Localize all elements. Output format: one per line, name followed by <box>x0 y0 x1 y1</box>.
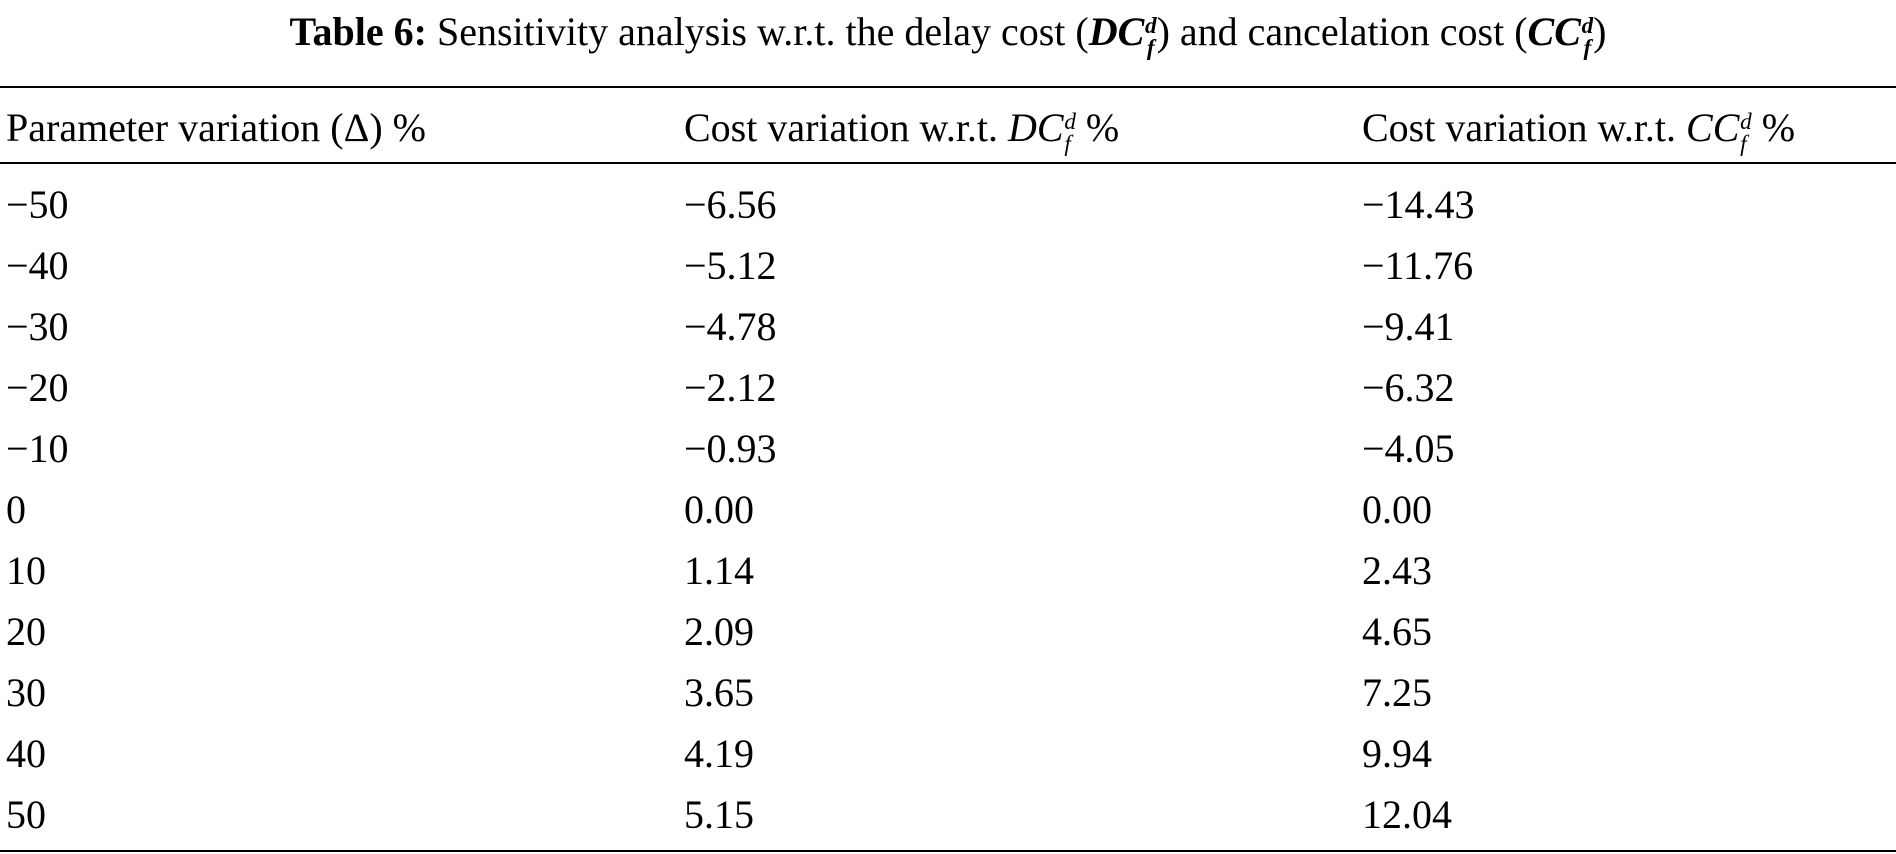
header-cost-variation-cc: Cost variation w.r.t. CC d f % <box>1362 105 1796 157</box>
cell-cost-variation-cc: 12.04 <box>1362 792 1452 837</box>
table-header-row: Parameter variation (Δ) % Cost variation… <box>0 98 1896 158</box>
cell-cost-variation-dc: 4.19 <box>684 731 754 776</box>
cell-cost-variation-cc: 4.65 <box>1362 609 1432 654</box>
table-row: 20 2.09 4.65 <box>0 601 1896 662</box>
cell-cost-variation-dc: −6.56 <box>684 182 777 227</box>
cell-cost-variation-cc: −14.43 <box>1362 182 1475 227</box>
top-rule <box>0 86 1896 88</box>
cell-parameter-variation: 40 <box>6 731 46 776</box>
cell-cost-variation-dc: 5.15 <box>684 792 754 837</box>
cell-cost-variation-dc: −0.93 <box>684 426 777 471</box>
cell-cost-variation-cc: 2.43 <box>1362 548 1432 593</box>
cell-cost-variation-cc: −11.76 <box>1362 243 1474 288</box>
cell-parameter-variation: 10 <box>6 548 46 593</box>
table-row: 40 4.19 9.94 <box>0 723 1896 784</box>
cell-parameter-variation: 50 <box>6 792 46 837</box>
table-row: 50 5.15 12.04 <box>0 784 1896 845</box>
cell-cost-variation-dc: 1.14 <box>684 548 754 593</box>
cell-cost-variation-cc: 7.25 <box>1362 670 1432 715</box>
cell-cost-variation-cc: −6.32 <box>1362 365 1455 410</box>
cell-cost-variation-dc: −4.78 <box>684 304 777 349</box>
table-row: −40 −5.12 −11.76 <box>0 235 1896 296</box>
cell-cost-variation-cc: −9.41 <box>1362 304 1455 349</box>
cell-cost-variation-dc: 0.00 <box>684 487 754 532</box>
table-row: −10 −0.93 −4.05 <box>0 418 1896 479</box>
cell-cost-variation-cc: 9.94 <box>1362 731 1432 776</box>
cell-cost-variation-cc: −4.05 <box>1362 426 1455 471</box>
table-row: 30 3.65 7.25 <box>0 662 1896 723</box>
table-row: −50 −6.56 −14.43 <box>0 174 1896 235</box>
cell-parameter-variation: 0 <box>6 487 26 532</box>
cell-cost-variation-dc: −2.12 <box>684 365 777 410</box>
caption-text-after: ) <box>1593 9 1607 54</box>
cell-parameter-variation: −20 <box>6 365 69 410</box>
caption-text-middle: ) and cancelation cost ( <box>1156 9 1528 54</box>
cell-cost-variation-dc: 2.09 <box>684 609 754 654</box>
cell-cost-variation-cc: 0.00 <box>1362 487 1432 532</box>
caption-symbol-cancelation-cost: CC d f <box>1527 9 1594 61</box>
caption-text-before: Sensitivity analysis w.r.t. the delay co… <box>436 9 1089 54</box>
bottom-rule <box>0 850 1896 852</box>
cell-cost-variation-dc: 3.65 <box>684 670 754 715</box>
header-cost-variation-dc: Cost variation w.r.t. DC d f % <box>684 105 1120 157</box>
cell-parameter-variation: 20 <box>6 609 46 654</box>
caption-label: Table 6: <box>289 9 427 54</box>
table-row: 10 1.14 2.43 <box>0 540 1896 601</box>
table-row: −20 −2.12 −6.32 <box>0 357 1896 418</box>
table-row: 0 0.00 0.00 <box>0 479 1896 540</box>
caption-symbol-delay-cost: DC d f <box>1088 9 1157 61</box>
header-parameter-variation: Parameter variation (Δ) % <box>6 105 426 150</box>
table-caption: Table 6: Sensitivity analysis w.r.t. the… <box>0 4 1896 60</box>
cell-cost-variation-dc: −5.12 <box>684 243 777 288</box>
table-row: −30 −4.78 −9.41 <box>0 296 1896 357</box>
header-rule <box>0 162 1896 164</box>
table-body: −50 −6.56 −14.43 −40 −5.12 −11.76 −30 −4… <box>0 174 1896 845</box>
cell-parameter-variation: −30 <box>6 304 69 349</box>
cell-parameter-variation: 30 <box>6 670 46 715</box>
cell-parameter-variation: −40 <box>6 243 69 288</box>
cell-parameter-variation: −50 <box>6 182 69 227</box>
cell-parameter-variation: −10 <box>6 426 69 471</box>
